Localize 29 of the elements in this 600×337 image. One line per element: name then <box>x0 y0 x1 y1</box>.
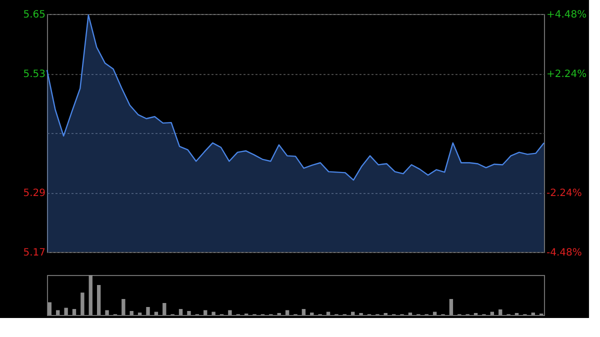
bar <box>285 310 290 315</box>
bar <box>212 312 216 315</box>
bar <box>204 310 208 315</box>
bar <box>48 302 52 315</box>
y-tick-label: 5.65 <box>23 10 46 20</box>
bar <box>449 299 454 315</box>
bar <box>162 303 166 315</box>
bar <box>72 309 76 315</box>
bar <box>122 299 126 315</box>
y-tick-label: 5.29 <box>23 188 46 199</box>
y2-tick-label: +2.24% <box>546 69 587 80</box>
y-tick-label: 5.17 <box>23 248 46 258</box>
bar <box>498 309 502 315</box>
bar <box>130 311 134 315</box>
bar <box>228 310 232 315</box>
bar <box>64 308 68 315</box>
bar <box>187 311 191 315</box>
y-tick-label: 5.53 <box>23 69 46 80</box>
bar <box>80 292 84 315</box>
y2-tick-label: +4.48% <box>546 10 587 20</box>
bar <box>302 309 306 315</box>
bar <box>96 285 101 315</box>
bar <box>88 275 92 315</box>
bar <box>146 307 150 315</box>
bar <box>178 309 183 315</box>
bar <box>56 310 60 315</box>
bar <box>105 310 109 315</box>
y2-tick-label: -4.48% <box>546 248 582 258</box>
y2-tick-label: -2.24% <box>546 188 582 199</box>
